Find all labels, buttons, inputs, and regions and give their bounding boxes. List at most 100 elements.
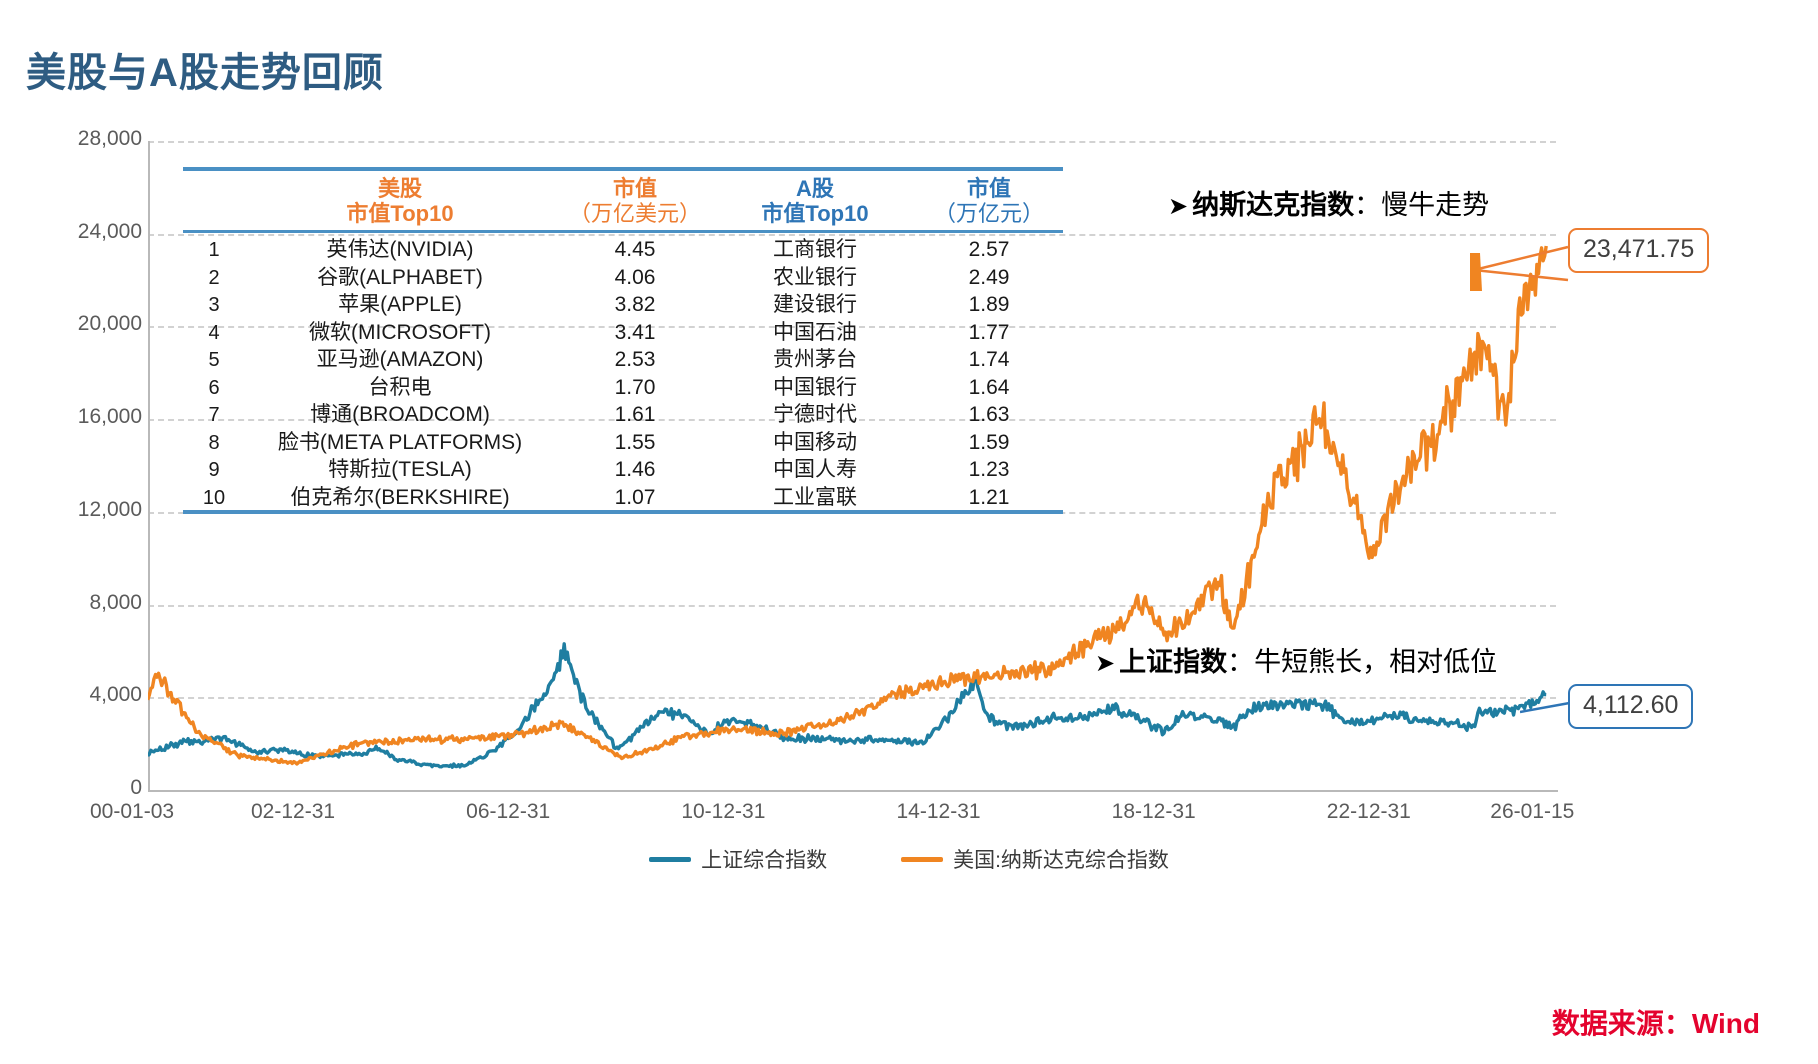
th-cn-value: 市值 （万亿元） bbox=[915, 176, 1063, 226]
callout-leader-nasdaq bbox=[1470, 245, 1569, 291]
cell-us-value: 1.70 bbox=[614, 375, 656, 399]
cell-us-name: 特斯拉(TESLA) bbox=[328, 458, 472, 482]
cell-us-value: 2.53 bbox=[614, 348, 656, 372]
cell-rank: 6 bbox=[208, 376, 220, 399]
th-cn-name-main: A股 bbox=[796, 176, 834, 201]
cell-cn-value: 2.49 bbox=[968, 265, 1010, 289]
cell-cn-value: 1.23 bbox=[968, 458, 1010, 482]
cell-us-name: 亚马逊(AMAZON) bbox=[316, 348, 484, 372]
table-row: 2 谷歌(ALPHABET) 4.06 农业银行 2.49 bbox=[183, 261, 1063, 289]
table-row: 3 苹果(APPLE) 3.82 建设银行 1.89 bbox=[183, 288, 1063, 316]
cell-us-name: 苹果(APPLE) bbox=[338, 293, 462, 317]
table-row: 6 台积电 1.70 中国银行 1.64 bbox=[183, 371, 1063, 399]
gridline bbox=[148, 141, 1556, 143]
th-us-name: 美股 市值Top10 bbox=[245, 176, 555, 226]
cell-us-name: 台积电 bbox=[368, 375, 432, 399]
cell-cn-value: 1.74 bbox=[968, 348, 1010, 372]
table-row: 7 博通(BROADCOM) 1.61 宁德时代 1.63 bbox=[183, 398, 1063, 426]
cell-cn-value: 2.57 bbox=[968, 238, 1010, 262]
legend-label: 美国:纳斯达克综合指数 bbox=[953, 849, 1169, 872]
table-rule-bottom bbox=[183, 510, 1063, 515]
series-line-2 bbox=[148, 245, 1548, 766]
cell-rank: 4 bbox=[208, 321, 220, 344]
th-us-value: 市值 （万亿美元） bbox=[555, 176, 715, 226]
th-cn-name-sub: 市值Top10 bbox=[761, 200, 869, 226]
callout-nasdaq-value: 23,471.75 bbox=[1568, 228, 1710, 273]
cell-rank: 9 bbox=[208, 459, 220, 482]
cell-rank: 1 bbox=[208, 239, 220, 262]
cell-rank: 3 bbox=[208, 294, 220, 317]
chart-legend: 上证综合指数 美国:纳斯达克综合指数 bbox=[0, 844, 1818, 874]
y-tick-label: 16,000 bbox=[77, 405, 142, 429]
legend-label: 上证综合指数 bbox=[701, 849, 828, 872]
y-tick-label: 4,000 bbox=[89, 683, 142, 707]
th-us-value-main: 市值 bbox=[612, 176, 657, 201]
x-tick-label: 02-12-31 bbox=[251, 800, 336, 823]
legend-item[interactable]: 上证综合指数 bbox=[649, 844, 827, 874]
legend-item[interactable]: 美国:纳斯达克综合指数 bbox=[901, 844, 1169, 874]
y-axis-line bbox=[148, 141, 150, 791]
callout-leader-sse bbox=[1520, 700, 1576, 714]
th-us-name-sub: 市值Top10 bbox=[346, 200, 454, 226]
table-row: 5 亚马逊(AMAZON) 2.53 贵州茅台 1.74 bbox=[183, 343, 1063, 371]
cell-cn-name: 建设银行 bbox=[773, 293, 857, 317]
x-tick-label: 10-12-31 bbox=[681, 800, 766, 823]
th-cn-value-main: 市值 bbox=[966, 176, 1011, 201]
cell-rank: 8 bbox=[208, 431, 220, 454]
cell-us-value: 1.61 bbox=[614, 403, 656, 427]
gridline bbox=[148, 419, 1556, 422]
table-row: 8 脸书(META PLATFORMS) 1.55 中国移动 1.59 bbox=[183, 426, 1063, 454]
cell-rank: 10 bbox=[202, 486, 226, 509]
table-row: 1 英伟达(NVIDIA) 4.45 工商银行 2.57 bbox=[183, 233, 1063, 261]
annotation-nasdaq: ➤ 纳斯达克指数：慢牛走势 bbox=[1168, 183, 1489, 222]
cell-cn-name: 农业银行 bbox=[773, 265, 857, 289]
cell-cn-name: 中国人寿 bbox=[773, 458, 857, 482]
table-row: 10 伯克希尔(BERKSHIRE) 1.07 工业富联 1.21 bbox=[183, 481, 1063, 509]
cell-us-value: 3.41 bbox=[614, 320, 656, 344]
series-line-1 bbox=[148, 642, 1547, 769]
th-cn-value-sub: （万亿元） bbox=[933, 200, 1044, 226]
x-tick-label: 22-12-31 bbox=[1326, 800, 1411, 823]
data-source-label: 数据来源：Wind bbox=[1551, 1008, 1760, 1039]
cell-us-value: 3.82 bbox=[614, 293, 656, 317]
cell-us-name: 伯克希尔(BERKSHIRE) bbox=[290, 485, 510, 509]
annotation-sse-sep: ： bbox=[1227, 647, 1255, 677]
cell-cn-value: 1.59 bbox=[968, 430, 1010, 454]
table-body: 1 英伟达(NVIDIA) 4.45 工商银行 2.57 2 谷歌(ALPHABET) 4.0… bbox=[183, 233, 1063, 509]
table-rule-mid bbox=[183, 230, 1063, 234]
cell-us-value: 1.55 bbox=[614, 430, 656, 454]
legend-swatch bbox=[901, 856, 944, 862]
y-tick-label: 28,000 bbox=[77, 127, 142, 150]
x-tick-label: 00-01-03 bbox=[90, 800, 175, 823]
legend-swatch bbox=[649, 856, 692, 862]
cell-cn-value: 1.77 bbox=[968, 320, 1010, 344]
market-cap-table: 美股 市值Top10 市值 （万亿美元） A股 市值Top10 市值 （万亿元）… bbox=[183, 167, 1063, 515]
table-header-row: 美股 市值Top10 市值 （万亿美元） A股 市值Top10 市值 （万亿元） bbox=[183, 171, 1063, 230]
x-tick-label: 14-12-31 bbox=[896, 800, 981, 823]
gridline bbox=[148, 604, 1556, 607]
cell-us-name: 脸书(META PLATFORMS) bbox=[277, 430, 523, 454]
x-tick-label: 18-12-31 bbox=[1111, 800, 1196, 823]
y-tick-label: 0 bbox=[130, 776, 142, 799]
cell-cn-name: 工商银行 bbox=[773, 238, 857, 262]
gridline bbox=[148, 326, 1556, 329]
annotation-sse-label: 上证指数 bbox=[1119, 647, 1228, 677]
cell-us-value: 4.45 bbox=[614, 238, 656, 262]
cell-us-value: 4.06 bbox=[614, 265, 656, 289]
cell-cn-value: 1.63 bbox=[968, 403, 1010, 427]
cell-rank: 7 bbox=[208, 404, 220, 427]
cell-cn-name: 中国移动 bbox=[773, 430, 857, 454]
cell-us-value: 1.46 bbox=[614, 458, 656, 482]
cell-us-name: 英伟达(NVIDIA) bbox=[326, 238, 474, 262]
x-tick-label: 06-12-31 bbox=[466, 800, 551, 823]
annotation-sse: ➤ 上证指数：牛短熊长，相对低位 bbox=[1095, 640, 1497, 679]
x-axis-line bbox=[148, 790, 1558, 792]
cell-us-name: 博通(BROADCOM) bbox=[310, 403, 490, 427]
th-cn-name: A股 市值Top10 bbox=[715, 176, 915, 226]
table-row: 9 特斯拉(TESLA) 1.46 中国人寿 1.23 bbox=[183, 453, 1063, 481]
y-tick-label: 20,000 bbox=[77, 312, 142, 336]
annotation-sse-text: 牛短熊长，相对低位 bbox=[1254, 647, 1498, 677]
table-rule-top bbox=[183, 167, 1063, 171]
cell-rank: 5 bbox=[208, 349, 220, 372]
